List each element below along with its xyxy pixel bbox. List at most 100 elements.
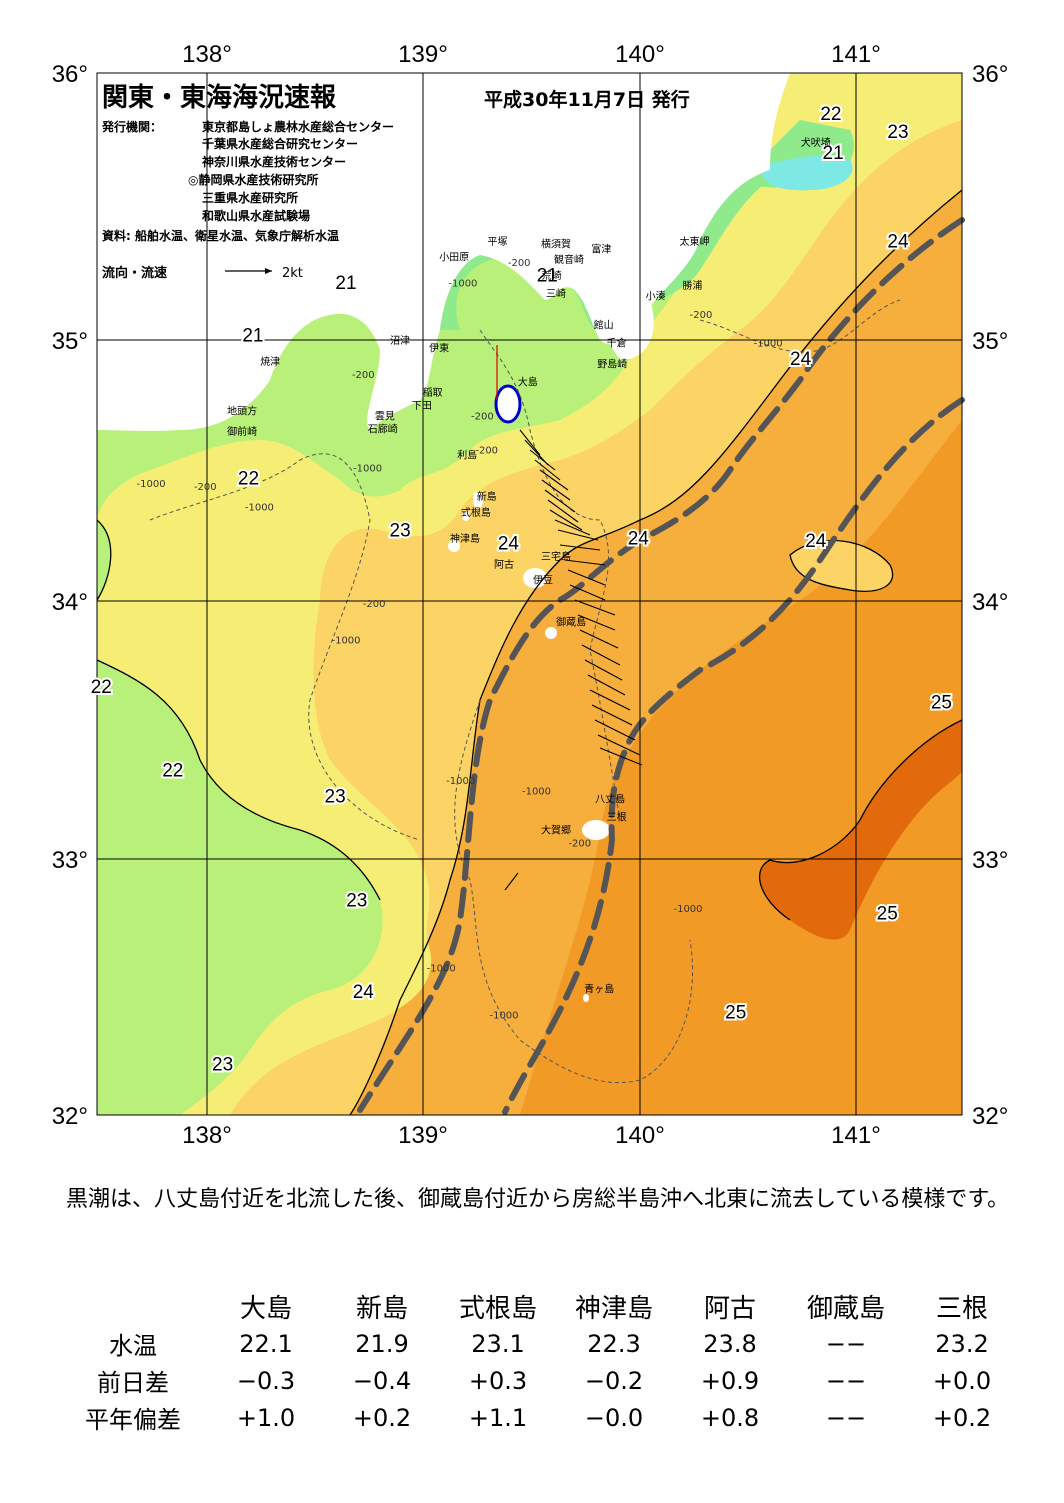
place-name: 沼津 (390, 334, 410, 347)
kuroshio-summary: 黒潮は、八丈島付近を北流した後、御蔵島付近から房総半島沖へ北東に流去している模様… (66, 1187, 1010, 1212)
place-name: 青ヶ島 (584, 983, 614, 996)
publisher-0: 東京都島しょ農林水産総合センター (202, 119, 394, 134)
table-cell: −0.3 (236, 1366, 296, 1395)
place-name: 大賀郷 (541, 824, 571, 837)
lat-left-0: 36° (52, 61, 88, 88)
publisher-4: 三重県水産研究所 (202, 190, 298, 205)
depth-label: -1000 (522, 787, 551, 798)
place-name: 新島 (477, 490, 497, 503)
isotherm-label: 22 (238, 469, 259, 490)
table-cell: +1.0 (236, 1403, 296, 1432)
lat-right-1: 35° (972, 328, 1008, 355)
table-cell: 23.2 (935, 1329, 989, 1358)
depth-label: -1000 (489, 1011, 518, 1022)
zone-22-south (97, 660, 383, 1115)
place-name: 御蔵島 (556, 615, 586, 628)
table-cell: +0.0 (932, 1366, 992, 1395)
depth-label: -200 (568, 839, 591, 850)
isotherm-label: 24 (353, 982, 375, 1003)
place-name: 八丈島 (595, 792, 625, 805)
map-title: 関東・東海海況速報 (102, 83, 337, 113)
place-name: 観音崎 (554, 253, 584, 266)
depth-label: -200 (471, 412, 494, 423)
depth-label: -1000 (331, 636, 360, 647)
table-cell: +0.3 (468, 1366, 528, 1395)
lon-top-3: 141° (831, 41, 881, 68)
row-label: 水温 (109, 1332, 157, 1360)
isotherm-label: 25 (877, 904, 898, 925)
place-name: 阿古 (494, 558, 514, 571)
depth-label: -200 (194, 482, 217, 493)
table-cell: 21.9 (355, 1329, 409, 1358)
place-name: 三崎 (546, 287, 566, 300)
isotherm-label: 25 (931, 693, 952, 714)
table-cell: +0.8 (700, 1403, 760, 1432)
isotherm-label: 24 (628, 529, 650, 550)
station-header: 神津島 (574, 1294, 653, 1324)
depth-label: -200 (363, 599, 386, 610)
place-name: 横須賀 (541, 238, 571, 251)
depth-labels: -200 -1000 -200 -1000 -200 -200 -200 -1000 -1000… (137, 258, 783, 1022)
isotherm-label: 23 (346, 891, 367, 912)
row-label: 前日差 (97, 1369, 169, 1397)
table-cell: −− (825, 1329, 867, 1358)
place-name: 下田 (412, 401, 432, 412)
row-label: 平年偏差 (85, 1406, 181, 1434)
table-cell: +0.2 (932, 1403, 992, 1432)
table-cell: 22.1 (239, 1329, 293, 1358)
publisher-1: 千葉県水産総合研究センター (202, 136, 358, 151)
table-cell: 22.3 (587, 1329, 641, 1358)
depth-label: -1000 (245, 503, 274, 514)
vector-legend-label: 流向・流速 (102, 265, 167, 281)
place-name: 千倉 (607, 337, 627, 350)
depth-label: -1000 (446, 776, 475, 787)
depth-label: -200 (508, 258, 531, 269)
issue-date: 平成30年11月7日 発行 (484, 88, 690, 111)
place-name: 犬吠埼 (801, 136, 831, 149)
place-name: 稲取 (423, 387, 443, 399)
isotherm-label: 23 (325, 786, 346, 807)
isotherm-label: 24 (805, 531, 827, 552)
lat-left-3: 33° (52, 847, 88, 874)
place-name: 利島 (457, 449, 477, 462)
lat-lon-grid (96, 72, 963, 1116)
publisher-3: ◎静岡県水産技術研究所 (188, 172, 318, 187)
place-name: 平塚 (488, 236, 508, 248)
lon-bottom-0: 138° (182, 1122, 232, 1149)
niijima-island (473, 491, 483, 509)
table-cell: −− (825, 1366, 867, 1395)
place-name: 大島 (518, 376, 538, 389)
current-vectors (504, 429, 643, 891)
place-name: 荒崎 (542, 269, 562, 282)
station-header: 大島 (239, 1294, 292, 1324)
depth-label: -1000 (427, 964, 456, 975)
place-name: 小田原 (439, 252, 469, 264)
lat-left-4: 32° (52, 1103, 88, 1130)
publisher-5: 和歌山県水産試験場 (201, 208, 310, 223)
depth-label: -200 (475, 445, 498, 456)
lon-bottom-1: 139° (398, 1122, 448, 1149)
lon-top-0: 138° (182, 41, 232, 68)
data-source: 資料: 船舶水温、衛星水温、気象庁解析水温 (102, 228, 339, 243)
sea-temperature-map: 138° 139° 140° 141° 138° 139° 140° 141° … (52, 41, 1009, 1149)
place-name: 三根 (607, 811, 627, 824)
place-name: 小湊 (646, 290, 666, 303)
place-name: 地頭方 (227, 404, 257, 417)
table-cell: −0.0 (584, 1403, 644, 1432)
table-cell: −− (825, 1403, 867, 1432)
table-cell: +0.9 (700, 1366, 760, 1395)
oshima-island (494, 384, 522, 424)
miyake-island (523, 568, 547, 588)
isotherm-labels: 22 23 21 24 21 21 21 24 22 23 24 24 24 22 25 22 23 23 25 24… (89, 102, 954, 1078)
isotherm-label: 22 (91, 677, 112, 698)
lat-right-0: 36° (972, 61, 1008, 88)
isotherm-label: 22 (162, 760, 183, 781)
table-cell: +0.2 (352, 1403, 412, 1432)
isotherm-label: 21 (335, 273, 356, 294)
depth-contours (149, 299, 901, 1084)
station-temperature-table: 大島 新島 式根島 神津島 阿古 御蔵島 三根 水温 22.1 21.9 23.… (58, 1288, 1020, 1436)
isotherm-lines (97, 189, 962, 1115)
place-name: 雲見 (375, 411, 395, 423)
isotherm-label: 21 (537, 265, 558, 286)
